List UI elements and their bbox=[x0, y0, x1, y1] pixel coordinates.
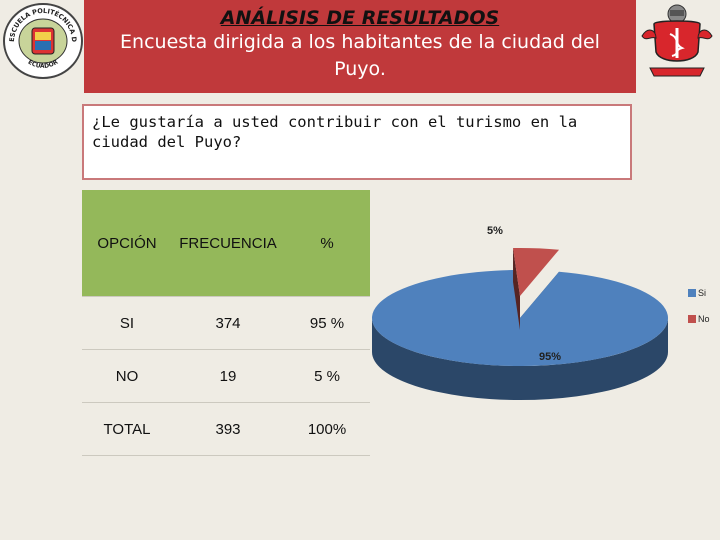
svg-text:ECUADOR: ECUADOR bbox=[27, 59, 60, 70]
page-subtitle-line2: Puyo. bbox=[334, 58, 386, 80]
cell-option: NO bbox=[82, 349, 172, 403]
legend-label-no: No bbox=[698, 314, 710, 324]
legend-item-si: Si bbox=[688, 288, 710, 298]
table-header-row: OPCIÓN FRECUENCIA % bbox=[82, 190, 370, 297]
cell-frequency: 19 bbox=[172, 349, 284, 403]
legend-swatch-no bbox=[688, 315, 696, 323]
logo-arc-text-bottom: ECUADOR bbox=[27, 59, 60, 70]
results-table: OPCIÓN FRECUENCIA % SI 374 95 % NO 19 5 … bbox=[82, 190, 370, 456]
pie-slice-no bbox=[513, 248, 560, 296]
legend-label-si: Si bbox=[698, 288, 707, 298]
legend-swatch-si bbox=[688, 289, 696, 297]
page-subtitle-line1: Encuesta dirigida a los habitantes de la… bbox=[120, 31, 600, 53]
data-label-si: 95% bbox=[539, 351, 561, 363]
cell-percent: 100% bbox=[284, 402, 370, 456]
pie-chart: 95% 5% bbox=[372, 225, 668, 400]
page-title: ANÁLISIS DE RESULTADOS bbox=[220, 7, 500, 29]
cell-option: TOTAL bbox=[82, 402, 172, 456]
data-label-no: 5% bbox=[487, 225, 503, 237]
header-banner: ANÁLISIS DE RESULTADOS Encuesta dirigida… bbox=[84, 0, 636, 93]
chart-legend: Si No bbox=[688, 288, 710, 340]
cell-percent: 95 % bbox=[284, 296, 370, 350]
red-crest-logo bbox=[636, 2, 718, 82]
table-row: NO 19 5 % bbox=[82, 349, 370, 403]
header-percent: % bbox=[284, 190, 370, 297]
espe-logo: ESCUELA POLITÉCNICA DEL EJÉRCITO ECUADOR bbox=[0, 0, 84, 80]
survey-question: ¿Le gustaría a usted contribuir con el t… bbox=[82, 104, 632, 180]
table-row: SI 374 95 % bbox=[82, 296, 370, 350]
table-row: TOTAL 393 100% bbox=[82, 402, 370, 456]
header-option: OPCIÓN bbox=[82, 190, 172, 297]
cell-percent: 5 % bbox=[284, 349, 370, 403]
cell-frequency: 393 bbox=[172, 402, 284, 456]
cell-option: SI bbox=[82, 296, 172, 350]
legend-item-no: No bbox=[688, 314, 710, 324]
cell-frequency: 374 bbox=[172, 296, 284, 350]
header-frequency: FRECUENCIA bbox=[172, 190, 284, 297]
pie-slice-si-side bbox=[372, 318, 668, 400]
pie-slice-no-side bbox=[513, 248, 520, 330]
